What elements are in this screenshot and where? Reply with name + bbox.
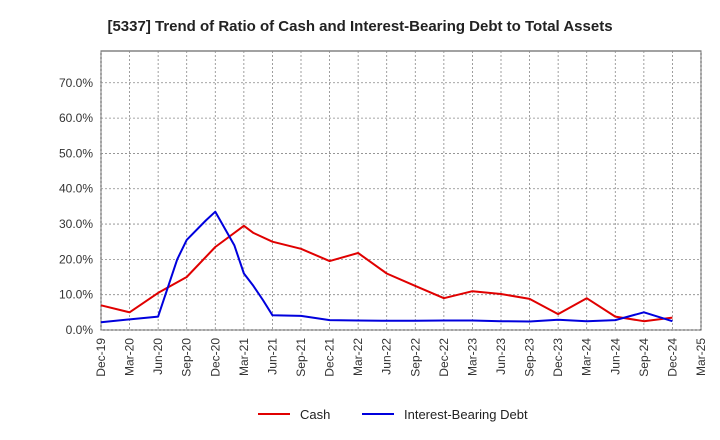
x-tick-label: Dec-22 bbox=[437, 338, 451, 377]
x-tick-label: Mar-24 bbox=[580, 338, 594, 376]
x-tick-label: Sep-20 bbox=[180, 338, 194, 377]
x-tick-label: Dec-19 bbox=[94, 338, 108, 377]
series-line-interest-bearing-debt bbox=[100, 210, 673, 324]
legend: Cash Interest-Bearing Debt bbox=[258, 407, 528, 422]
plot-area bbox=[100, 50, 702, 331]
x-axis: Dec-19 Mar-20 Jun-20 Sep-20 Dec-20 Mar-21 Jun-… bbox=[94, 338, 708, 377]
y-tick-label: 50.0% bbox=[59, 146, 93, 160]
gridlines bbox=[100, 51, 702, 331]
y-tick-label: 70.0% bbox=[59, 76, 93, 90]
x-tick-label: Jun-22 bbox=[380, 338, 394, 375]
x-tick-label: Mar-25 bbox=[694, 338, 708, 376]
x-tick-label: Jun-24 bbox=[608, 338, 622, 375]
x-tick-label: Sep-24 bbox=[637, 338, 651, 377]
x-tick-label: Mar-20 bbox=[123, 338, 137, 376]
x-tick-label: Jun-23 bbox=[494, 338, 508, 375]
y-tick-label: 30.0% bbox=[59, 217, 93, 231]
series-line-cash bbox=[100, 224, 673, 323]
x-tick-label: Jun-21 bbox=[265, 338, 279, 375]
x-tick-label: Mar-23 bbox=[465, 338, 479, 376]
x-tick-label: Sep-22 bbox=[408, 338, 422, 377]
y-tick-label: 0.0% bbox=[66, 323, 94, 337]
x-tick-label: Jun-20 bbox=[151, 338, 165, 375]
x-tick-label: Dec-20 bbox=[208, 338, 222, 377]
legend-label: Interest-Bearing Debt bbox=[404, 407, 528, 422]
x-tick-label: Mar-22 bbox=[351, 338, 365, 376]
x-tick-label: Dec-21 bbox=[323, 338, 337, 377]
y-axis: 0.0% 10.0% 20.0% 30.0% 40.0% 50.0% 60.0% 70.0% bbox=[59, 76, 93, 337]
plot-frame bbox=[100, 50, 702, 331]
chart-title: [5337] Trend of Ratio of Cash and Intere… bbox=[107, 18, 612, 35]
y-tick-label: 10.0% bbox=[59, 288, 93, 302]
y-tick-label: 40.0% bbox=[59, 182, 93, 196]
x-tick-label: Sep-23 bbox=[523, 338, 537, 377]
x-tick-label: Mar-21 bbox=[237, 338, 251, 376]
x-tick-label: Dec-23 bbox=[551, 338, 565, 377]
y-tick-label: 60.0% bbox=[59, 111, 93, 125]
y-tick-label: 20.0% bbox=[59, 252, 93, 266]
series-lines bbox=[100, 210, 673, 324]
x-tick-label: Dec-24 bbox=[665, 338, 679, 377]
x-tick-label: Sep-21 bbox=[294, 338, 308, 377]
legend-label: Cash bbox=[300, 407, 330, 422]
